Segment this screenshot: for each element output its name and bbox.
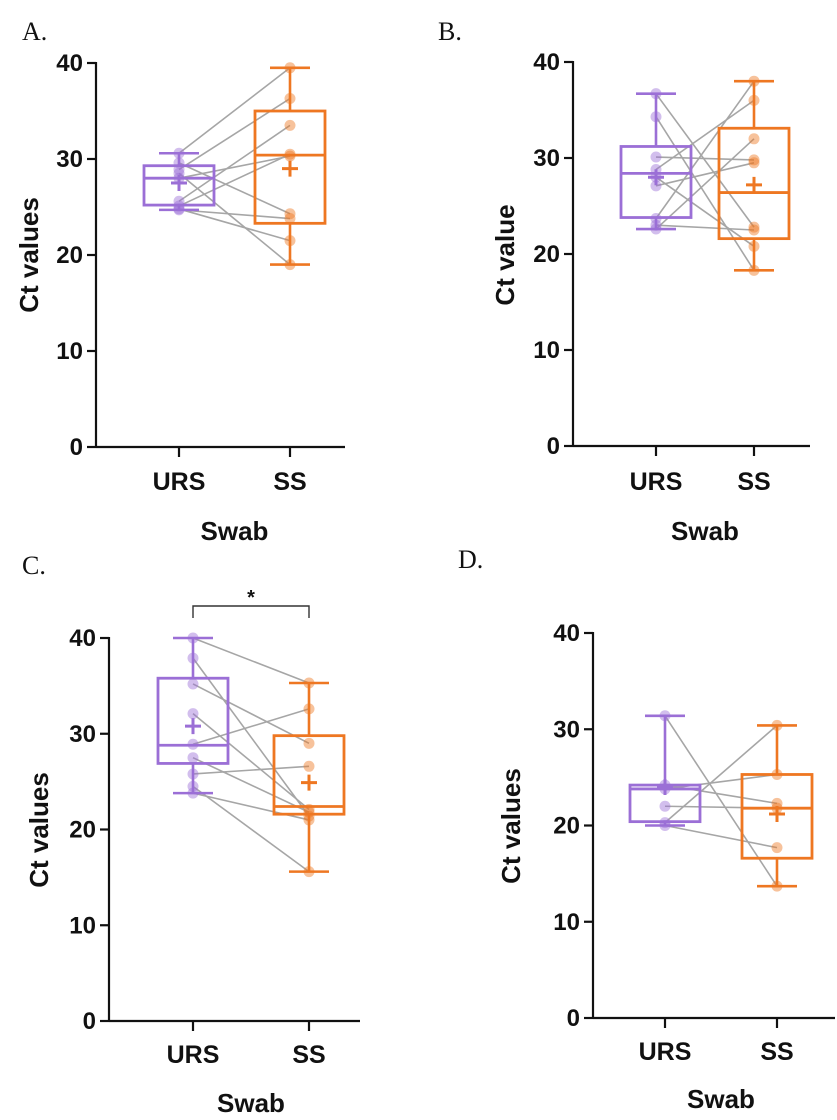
y-tick-label: 20	[553, 813, 580, 840]
panel-letter: C.	[22, 551, 46, 580]
x-axis-title: Swab	[217, 1088, 285, 1115]
box-ss	[719, 76, 789, 276]
pair-line	[656, 94, 754, 227]
data-point	[749, 225, 760, 236]
y-tick-label: 20	[69, 817, 96, 844]
data-point	[660, 801, 671, 812]
y-tick-label: 10	[56, 338, 83, 365]
y-tick-label: 20	[533, 241, 560, 268]
y-tick-label: 10	[553, 909, 580, 936]
data-point	[772, 842, 783, 853]
y-tick-label: 10	[533, 337, 560, 364]
x-axis-title: Swab	[671, 516, 739, 546]
chart-panel-2: B. 0 10 20 30 40 URS SS Swab Ct value	[438, 17, 810, 546]
x-axis-title: Swab	[687, 1084, 755, 1114]
pair-line	[656, 81, 754, 218]
x-tick-label-ss: SS	[273, 468, 306, 496]
box-urs	[158, 633, 228, 799]
mean-marker	[746, 177, 762, 193]
data-point	[188, 678, 199, 689]
data-point	[188, 752, 199, 763]
pair-line	[193, 786, 309, 871]
data-point	[304, 761, 315, 772]
x-tick-label-ss: SS	[292, 1041, 325, 1069]
y-tick-label: 40	[69, 625, 96, 652]
chart-panel-3: C. 0 10 20 30 40 URS SS Swab Ct values *	[22, 551, 360, 1115]
box-ss	[274, 678, 344, 878]
panel-letter: A.	[22, 17, 47, 46]
box-urs	[144, 148, 214, 216]
data-point	[749, 133, 760, 144]
y-tick-label: 0	[83, 1008, 96, 1035]
y-tick-label: 30	[553, 716, 580, 743]
panel-letter: B.	[438, 17, 462, 46]
mean-marker	[648, 169, 664, 185]
pair-line	[665, 826, 777, 848]
data-point	[285, 120, 296, 131]
x-tick-label-urs: URS	[153, 468, 206, 496]
x-axis-title: Swab	[201, 516, 269, 546]
data-point	[651, 152, 662, 163]
pair-line	[193, 638, 309, 683]
x-tick-label-ss: SS	[760, 1038, 793, 1066]
y-axis-title: Ct value	[490, 204, 520, 305]
mean-marker	[282, 161, 298, 177]
y-axis-title: Ct values	[14, 197, 44, 313]
mean-marker	[657, 779, 673, 795]
data-point	[749, 157, 760, 168]
y-tick-label: 20	[56, 242, 83, 269]
data-point	[304, 738, 315, 749]
y-axis-title: Ct values	[24, 772, 54, 888]
y-tick-label: 0	[70, 434, 83, 461]
x-tick-label-urs: URS	[639, 1038, 692, 1066]
y-axis-title: Ct values	[496, 768, 526, 884]
pair-line	[665, 774, 777, 788]
pair-line	[193, 714, 309, 810]
pair-line	[179, 173, 290, 264]
pair-line	[193, 758, 309, 813]
pair-line	[656, 177, 754, 246]
x-tick-label-urs: URS	[167, 1041, 220, 1069]
x-tick-label-ss: SS	[737, 468, 770, 496]
box-urs	[630, 710, 700, 831]
box-urs	[621, 88, 691, 234]
y-tick-label: 30	[56, 146, 83, 173]
y-tick-label: 30	[533, 145, 560, 172]
pair-line	[179, 154, 290, 206]
y-tick-label: 30	[69, 721, 96, 748]
data-point	[188, 708, 199, 719]
pair-line	[193, 766, 309, 774]
x-tick-label-urs: URS	[630, 468, 683, 496]
panel-letter: D.	[458, 545, 483, 574]
y-tick-label: 40	[553, 620, 580, 647]
mean-marker	[185, 718, 201, 734]
y-tick-label: 40	[56, 50, 83, 77]
pair-line	[656, 139, 754, 229]
y-tick-label: 0	[547, 433, 560, 460]
mean-marker	[301, 775, 317, 791]
y-tick-label: 40	[533, 49, 560, 76]
significance-label: *	[247, 587, 255, 609]
pair-line	[179, 125, 290, 201]
y-tick-label: 10	[69, 912, 96, 939]
y-tick-label: 0	[567, 1005, 580, 1032]
